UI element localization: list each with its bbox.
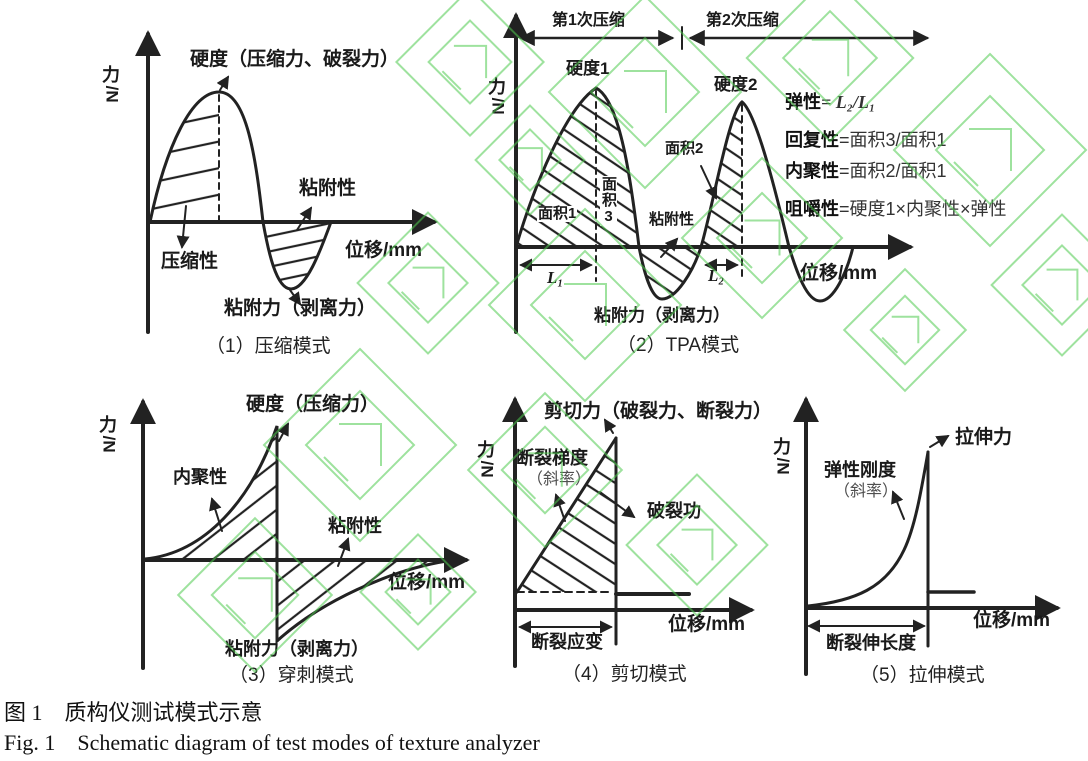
panel1-adhesiveness-arrow (296, 206, 313, 231)
panel2-formula-resilience: 回复性=面积3/面积1 (785, 126, 947, 152)
panel2-L1-label: L₁ (547, 268, 564, 287)
panel3-adhesive-force-label: 粘附力（剥离力） (225, 639, 369, 659)
panel1-compressibility-label: 压缩性 (161, 251, 219, 272)
panel2-hatch-negative1 (639, 247, 701, 299)
panel5-tensile-force-label: 拉伸力 (955, 427, 1013, 448)
force-unit: /N (99, 436, 119, 454)
force-char: 力 (477, 440, 495, 460)
panel1-compressibility-arrow (176, 205, 190, 249)
panel1-adhesive-force-arrow (288, 289, 302, 306)
panel2-adhesiveness-label: 粘附性 (648, 211, 696, 229)
force-char: 力 (488, 77, 506, 97)
force-unit: /N (102, 86, 122, 104)
panel1-x-axis-label: 位移/mm (345, 240, 423, 261)
formula-name: 内聚性 (785, 161, 839, 181)
panel2-adhesive-force-label: 粘附力（剥离力） (594, 306, 730, 325)
panel2-formula-elasticity: 弹性= L₂/L₁ (785, 88, 875, 114)
panel2-area3-label: 面积3 (600, 176, 617, 226)
panel2-x-axis-label: 位移/mm (800, 263, 878, 284)
panel1-hardness-label: 硬度（压缩力、破裂力） (190, 49, 400, 70)
panel5-force-curve (806, 450, 930, 608)
panel5-x-axis-label: 位移/mm (973, 610, 1051, 631)
panel4-x-axis-label: 位移/mm (668, 614, 746, 635)
panel3-hardness-arrow (277, 422, 289, 442)
panel1-adhesive-force-label: 粘附力（剥离力） (224, 298, 377, 319)
panel3-caption: （3）穿刺模式 (229, 665, 354, 686)
panel4-fracture-gradient-label: 断裂梯度 (516, 448, 588, 468)
panel2-L2-label: L₂ (708, 266, 725, 285)
panel2-formula-cohesiveness: 内聚性=面积2/面积1 (785, 157, 947, 183)
force-unit: /N (477, 461, 497, 479)
panel3-force-axis-label: 力 /N (99, 415, 119, 454)
force-unit: /N (773, 458, 793, 476)
panel2-formula-chewiness: 咀嚼性=硬度1×内聚性×弹性 (785, 195, 1007, 221)
panel3-adhesiveness-label: 粘附性 (328, 516, 382, 536)
formula-name: 回复性 (785, 130, 839, 150)
panel5-elastic-stiffness-label: 弹性刚度 (824, 460, 896, 480)
panel2-area2-arrow (700, 165, 718, 200)
panel3-adhesiveness-arrow (337, 537, 351, 567)
force-unit: /N (488, 98, 508, 116)
panel4-rupture-work-label: 破裂功 (646, 501, 702, 522)
panel5-elongation-label: 断裂伸长度 (826, 633, 916, 653)
formula-name: 咀嚼性 (785, 199, 839, 219)
panel1-force-axis-label: 力 /N (102, 65, 122, 104)
panel5-tensile-force-arrow (929, 434, 950, 448)
panel2-area1-label: 面积1 (537, 205, 578, 223)
panel1-caption: （1）压缩模式 (206, 336, 331, 357)
panel4-force-axis-label: 力 /N (477, 440, 497, 479)
panel2-hatch-area1 (516, 88, 596, 247)
panel4-shear-force-label: 剪切力（破裂力、断裂力） (544, 401, 773, 422)
panel4-caption: （4）剪切模式 (562, 664, 687, 685)
panel1-hardness-arrow (216, 75, 230, 91)
panel4-gradient-arrow (553, 493, 566, 522)
figure-caption-zh: 图 1 质构仪测试模式示意 (4, 700, 263, 725)
panel1-compression-plot (135, 30, 438, 334)
panel3-cohesiveness-label: 内聚性 (173, 467, 227, 487)
panel1-hatch-positive (150, 92, 219, 222)
panel3-x-axis-label: 位移/mm (388, 572, 466, 593)
panel5-force-axis-label: 力 /N (773, 437, 793, 476)
panel2-hardness1-label: 硬度1 (566, 59, 610, 78)
panel1-hatch-negative (263, 222, 331, 289)
panel2-hardness2-label: 硬度2 (714, 75, 758, 94)
force-char: 力 (102, 65, 120, 85)
panel4-slope-label: （斜率） (527, 471, 592, 488)
panel4-fracture-strain-label: 断裂应变 (531, 632, 603, 652)
formula-name: 弹性 (785, 92, 821, 112)
panel3-hardness-label: 硬度（压缩力） (246, 394, 380, 415)
figure-caption-en: Fig. 1 Schematic diagram of test modes o… (4, 730, 540, 755)
panel3-hatch-positive (145, 426, 277, 559)
formula-value: =面积2/面积1 (839, 161, 947, 181)
formula-value: = L₂/L₁ (821, 92, 876, 112)
panel2-compression2-label: 第2次压缩 (706, 12, 779, 29)
force-char: 力 (773, 437, 791, 457)
panel2-force-axis-label: 力 /N (488, 77, 508, 116)
panel5-stiffness-arrow (891, 490, 905, 520)
panel5-tensile-plot (793, 396, 1061, 676)
panel2-compression1-label: 第1次压缩 (552, 12, 625, 29)
panel5-caption: （5）拉伸模式 (860, 665, 985, 686)
panel1-force-curve (148, 90, 333, 291)
panel1-adhesiveness-label: 粘附性 (299, 178, 357, 199)
panel2-area2-label: 面积2 (664, 140, 705, 158)
force-char: 力 (99, 415, 117, 435)
panel2-caption: （2）TPA模式 (617, 335, 740, 356)
panel3-puncture-plot (130, 398, 470, 670)
formula-value: =硬度1×内聚性×弹性 (839, 199, 1007, 219)
panel5-slope-label: （斜率） (834, 483, 899, 500)
formula-value: =面积3/面积1 (839, 130, 947, 150)
